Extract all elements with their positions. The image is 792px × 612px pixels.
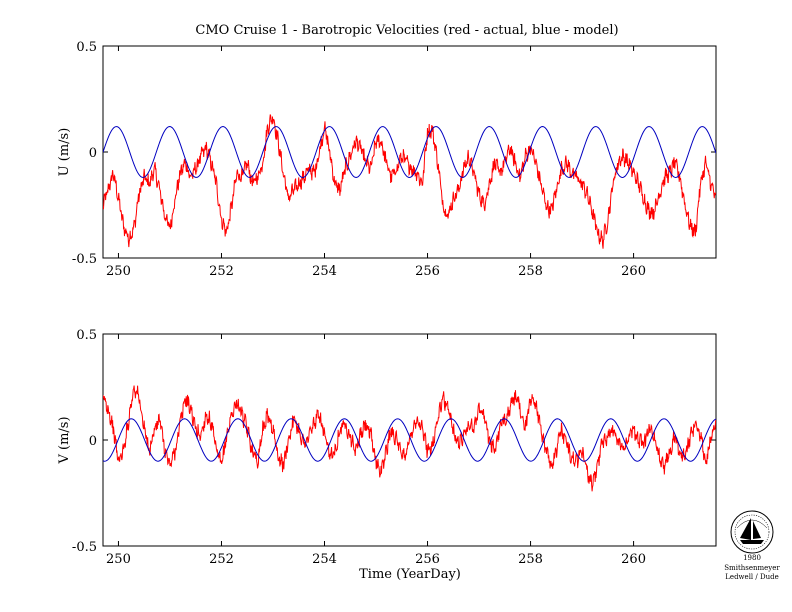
model-series-line — [103, 126, 716, 178]
actual-series-line — [103, 114, 716, 249]
logo-caption-year: 1980 — [743, 554, 761, 562]
u-ylabel: U (m/s) — [57, 128, 72, 177]
x-tick-label: 260 — [621, 264, 646, 279]
x-tick-label: 256 — [415, 552, 440, 567]
v-ticks: 250 252 254 256 258 260 -0.5 0 0.5 — [72, 328, 716, 567]
model-series-line — [103, 418, 716, 462]
x-tick-label: 258 — [518, 552, 543, 567]
u-series — [103, 114, 716, 249]
y-tick-label: 0 — [89, 434, 97, 449]
x-tick-label: 250 — [106, 264, 131, 279]
y-tick-label: 0.5 — [76, 40, 97, 55]
v-velocity-axes: V (m/s) 250 252 254 256 258 260 -0.5 0 0.5 — [57, 328, 717, 567]
x-tick-label: 250 — [106, 552, 131, 567]
v-series — [103, 385, 716, 492]
x-axis-label: Time (YearDay) — [359, 567, 461, 582]
y-tick-label: 0.5 — [76, 328, 97, 343]
sailing-ship-seal-icon — [730, 510, 774, 554]
figure-title: CMO Cruise 1 - Barotropic Velocities (re… — [195, 23, 618, 38]
x-tick-label: 258 — [518, 264, 543, 279]
x-tick-label: 252 — [209, 264, 234, 279]
x-tick-label: 256 — [415, 264, 440, 279]
u-velocity-axes: U (m/s) 250 252 254 256 258 260 -0.5 0 0.5 — [57, 40, 717, 279]
v-ylabel: V (m/s) — [57, 416, 72, 464]
x-tick-label: 260 — [621, 552, 646, 567]
x-tick-label: 252 — [209, 552, 234, 567]
x-tick-label: 254 — [312, 264, 337, 279]
x-tick-label: 254 — [312, 552, 337, 567]
y-tick-label: -0.5 — [72, 540, 97, 555]
y-tick-label: -0.5 — [72, 252, 97, 267]
u-ticks: 250 252 254 256 258 260 -0.5 0 0.5 — [72, 40, 716, 279]
logo-caption-authors: Ledwell / Dude — [725, 573, 778, 581]
y-tick-label: 0 — [89, 146, 97, 161]
logo-caption-name: Smithsenmeyer — [724, 564, 780, 572]
